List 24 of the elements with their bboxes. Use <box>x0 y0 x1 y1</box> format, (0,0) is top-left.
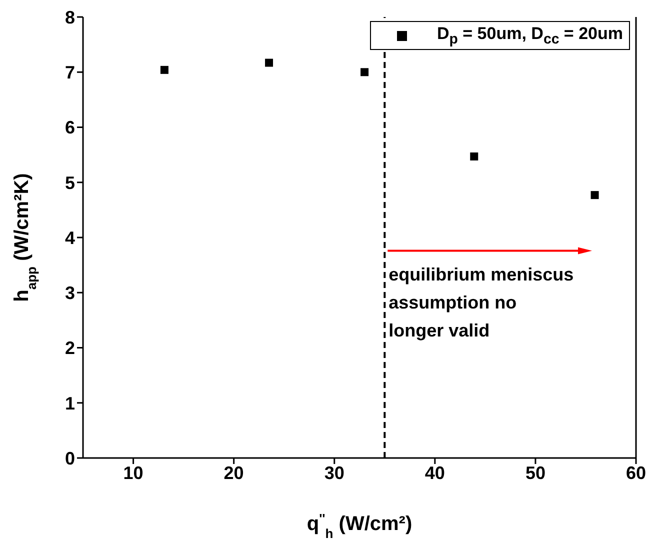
x-tick-label: 50 <box>525 462 546 483</box>
y-tick-label: 6 <box>64 118 76 138</box>
y-tick-label: 8 <box>64 7 76 28</box>
y-tick-label: 4 <box>64 228 76 248</box>
x-tick-label: 30 <box>324 462 344 483</box>
y-tick-label: 2 <box>64 338 76 358</box>
point <box>265 58 274 67</box>
x-tick-label: 60 <box>626 462 646 483</box>
point <box>470 152 478 160</box>
y-tick-label: 3 <box>64 283 76 304</box>
point <box>360 68 369 76</box>
y-tick-label: 7 <box>64 62 76 83</box>
y-tick-label: 1 <box>64 393 76 414</box>
x-axis-title: q$^{''}$$_{h}$ (W/cm²) <box>306 510 412 540</box>
legend-label: D$_{p}$ = 50um, D$_{cc}$ = 20um <box>437 24 623 48</box>
point <box>590 191 599 200</box>
ref-line-label: equilibrium meniscus assumption no longer valid <box>388 264 574 341</box>
point <box>160 66 168 74</box>
x-tick-label: 40 <box>424 462 445 483</box>
y-tick-label: 5 <box>64 172 76 193</box>
legend-box: D$_{p}$ = 50um, D$_{cc}$ = 20um <box>370 21 630 50</box>
x-tick-label: 10 <box>123 462 144 483</box>
x-tick-label: 20 <box>224 462 244 483</box>
y-tick-label: 0 <box>64 448 76 468</box>
